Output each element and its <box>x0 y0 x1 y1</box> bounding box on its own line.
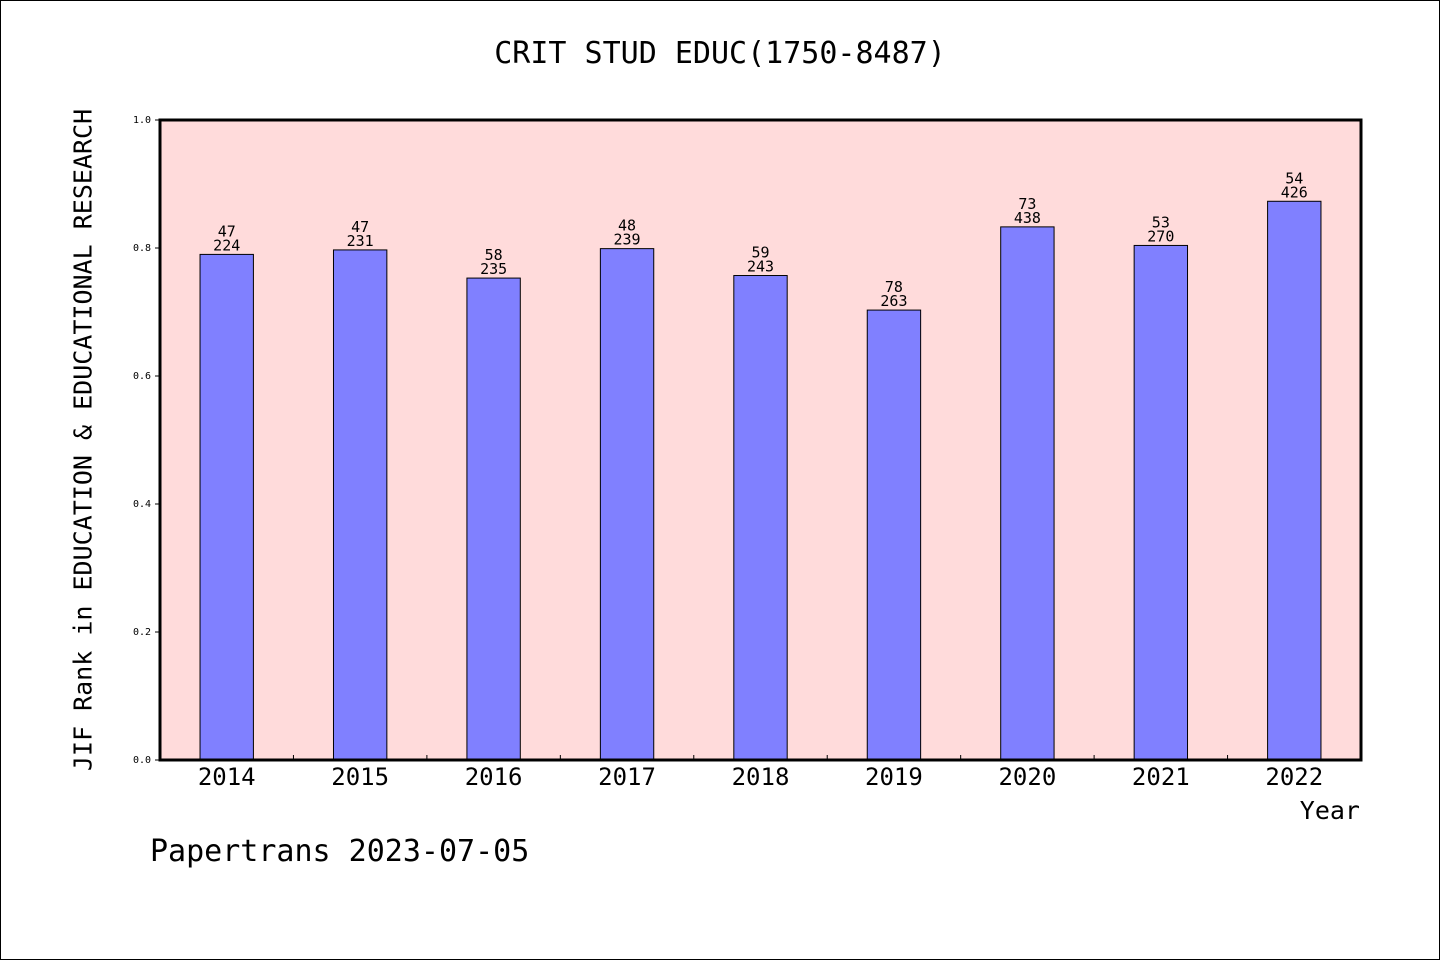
y-tick-label: 0.2 <box>133 627 151 638</box>
bar-rank-label: 73 <box>1018 195 1036 213</box>
bar-rank-label: 59 <box>751 244 769 262</box>
plot-area-border <box>158 118 1363 762</box>
bar-2017 <box>599 248 655 761</box>
x-axis-label: Year <box>1299 796 1360 825</box>
bar-total-label: 235 <box>480 260 507 278</box>
bar-total-label: 270 <box>1147 227 1174 245</box>
bar-rank-label: 58 <box>485 246 503 264</box>
x-tick-label: 2019 <box>865 763 923 791</box>
y-tick-label: 0.6 <box>133 371 151 382</box>
bar-2019 <box>866 309 922 761</box>
x-tick-label: 2014 <box>198 763 256 791</box>
footer-note: Papertrans 2023-07-05 <box>150 834 530 869</box>
bar-total-label: 231 <box>347 232 374 250</box>
x-tick-label: 2020 <box>998 763 1056 791</box>
x-tick-label: 2015 <box>331 763 389 791</box>
bar-2018 <box>733 275 788 761</box>
bar-rank-label: 53 <box>1152 213 1170 231</box>
bar-2020 <box>1000 226 1055 761</box>
x-tick-label: 2017 <box>598 763 656 791</box>
bar-rank-label: 54 <box>1285 169 1303 187</box>
bar-2014 <box>199 253 254 761</box>
bar-2015 <box>332 249 388 761</box>
bar-total-label: 224 <box>213 236 240 254</box>
bar-rank-label: 47 <box>218 222 236 240</box>
bar-total-label: 243 <box>747 258 774 276</box>
bar-2021 <box>1133 244 1189 761</box>
bar-total-label: 239 <box>614 231 641 249</box>
bar-rank-label: 48 <box>618 217 636 235</box>
bar-rank-label: 78 <box>885 278 903 296</box>
bar-total-label: 426 <box>1281 183 1308 201</box>
x-tick-label: 2018 <box>732 763 790 791</box>
bar-rank-label: 47 <box>351 218 369 236</box>
chart-title: CRIT STUD EDUC(1750-8487) <box>494 36 946 71</box>
bar-total-label: 263 <box>880 292 907 310</box>
y-tick-label: 0.8 <box>133 243 151 254</box>
x-tick-label: 2021 <box>1132 763 1190 791</box>
bar-2016 <box>466 277 521 761</box>
bar-total-label: 438 <box>1014 209 1041 227</box>
x-tick-label: 2022 <box>1265 763 1323 791</box>
x-tick-label: 2016 <box>465 763 523 791</box>
bar-2022 <box>1267 200 1322 761</box>
y-tick-label: 0.4 <box>133 499 151 510</box>
y-tick-label: 1.0 <box>133 115 151 126</box>
y-tick-label: 0.0 <box>133 755 151 766</box>
